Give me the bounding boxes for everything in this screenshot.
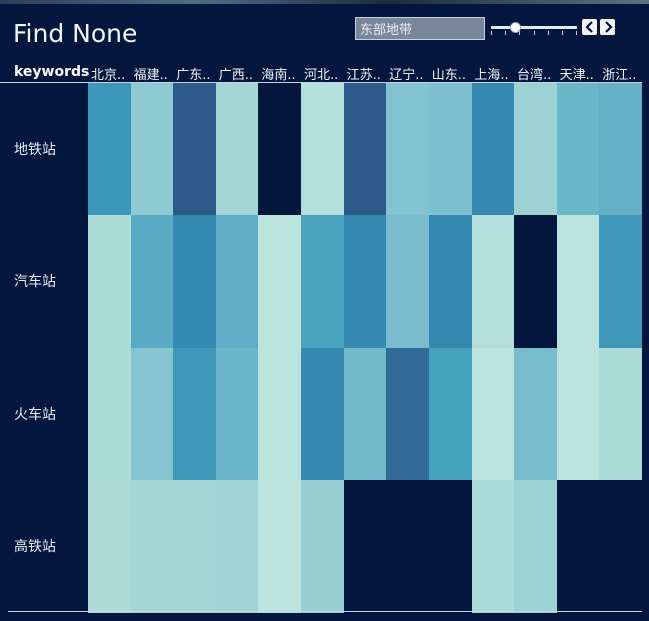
- heatmap-cell[interactable]: [215, 479, 259, 613]
- row-header[interactable]: 汽车站: [14, 274, 56, 291]
- heatmap-cell[interactable]: [301, 215, 345, 348]
- heatmap-cell[interactable]: [471, 347, 515, 481]
- heatmap-cell[interactable]: [599, 347, 643, 481]
- column-header[interactable]: 海南..: [261, 68, 296, 83]
- chevron-left-icon: [584, 21, 593, 33]
- heatmap-cell[interactable]: [386, 347, 430, 481]
- heatmap-cell[interactable]: [343, 215, 387, 348]
- column-header[interactable]: 上海..: [474, 68, 509, 83]
- heatmap-cell[interactable]: [88, 83, 132, 216]
- heatmap-cell[interactable]: [386, 215, 430, 348]
- heatmap-cell[interactable]: [428, 347, 473, 481]
- heatmap-cell[interactable]: [514, 347, 558, 481]
- heatmap-cell[interactable]: [130, 347, 174, 481]
- heatmap-cell[interactable]: [343, 83, 387, 216]
- column-header[interactable]: 江苏..: [346, 68, 381, 83]
- top-image-strip: [0, 0, 649, 4]
- row-header[interactable]: 高铁站: [14, 538, 56, 555]
- heatmap-cell[interactable]: [514, 83, 558, 216]
- heatmap-cell[interactable]: [599, 215, 643, 348]
- heatmap-cell[interactable]: [173, 479, 217, 613]
- heatmap-cell[interactable]: [88, 347, 132, 481]
- heatmap-cell[interactable]: [428, 83, 473, 216]
- row-header[interactable]: 火车站: [14, 406, 56, 423]
- column-header[interactable]: 广东..: [176, 68, 211, 83]
- heatmap-cell[interactable]: [386, 479, 430, 613]
- column-header[interactable]: 河北..: [304, 68, 339, 83]
- heatmap-cell[interactable]: [215, 347, 259, 481]
- heatmap-cell[interactable]: [301, 347, 345, 481]
- slider-thumb[interactable]: [510, 22, 522, 33]
- prev-button[interactable]: [582, 19, 597, 35]
- heatmap-cell[interactable]: [514, 215, 558, 348]
- filter-slider[interactable]: [491, 18, 577, 38]
- column-header[interactable]: 浙江..: [602, 68, 637, 83]
- heatmap-cell[interactable]: [471, 479, 515, 613]
- row-header[interactable]: 地铁站: [14, 142, 56, 159]
- heatmap-cell[interactable]: [130, 479, 174, 613]
- heatmap-cell[interactable]: [215, 215, 259, 348]
- heatmap-cell[interactable]: [258, 83, 302, 216]
- heatmap-cell[interactable]: [556, 215, 600, 348]
- column-header[interactable]: 天津..: [559, 68, 594, 83]
- heatmap-cell[interactable]: [471, 83, 515, 216]
- column-header[interactable]: 福建..: [133, 68, 168, 83]
- heatmap-cell[interactable]: [173, 347, 217, 481]
- column-header[interactable]: 山东..: [431, 68, 467, 83]
- heatmap-cell[interactable]: [258, 479, 302, 613]
- heatmap-cell[interactable]: [428, 479, 473, 613]
- column-header[interactable]: 台湾..: [517, 68, 552, 83]
- heatmap-cell[interactable]: [599, 479, 643, 613]
- heatmap-cell[interactable]: [599, 83, 643, 216]
- slider-ticks: [491, 31, 577, 35]
- heatmap-cell[interactable]: [130, 83, 174, 216]
- heatmap-cell[interactable]: [301, 83, 345, 216]
- heatmap-grid: [88, 83, 643, 613]
- heatmap-cell[interactable]: [258, 215, 302, 348]
- next-button[interactable]: [600, 19, 615, 35]
- heatmap-cell[interactable]: [471, 215, 515, 348]
- heatmap-cell[interactable]: [556, 347, 600, 481]
- keywords-header: keywords: [14, 64, 90, 80]
- heatmap-cell[interactable]: [343, 347, 387, 481]
- chevron-right-icon: [604, 21, 613, 33]
- column-header-row: keywords 北京.. 福建.. 广东.. 广西.. 海南.. 河北.. 江苏.. 辽宁.…: [0, 62, 642, 83]
- heatmap-cell[interactable]: [556, 83, 600, 216]
- bottom-divider: [8, 611, 642, 612]
- column-header[interactable]: 广西..: [218, 68, 254, 83]
- heatmap-cell[interactable]: [556, 479, 600, 613]
- heatmap-cell[interactable]: [173, 215, 217, 348]
- heatmap-cell[interactable]: [173, 83, 217, 216]
- heatmap-cell[interactable]: [88, 479, 132, 613]
- heatmap-cell[interactable]: [215, 83, 259, 216]
- column-header[interactable]: 北京..: [91, 68, 126, 83]
- heatmap-cell[interactable]: [343, 479, 387, 613]
- heatmap-cell[interactable]: [130, 215, 174, 348]
- heatmap-cell[interactable]: [258, 347, 302, 481]
- column-header[interactable]: 辽宁..: [389, 68, 424, 83]
- heatmap-cell[interactable]: [428, 215, 473, 348]
- search-input[interactable]: [355, 17, 485, 40]
- slider-track: [491, 26, 577, 29]
- heatmap-cell[interactable]: [88, 215, 132, 348]
- page-title: Find None: [13, 19, 138, 48]
- heatmap-cell[interactable]: [514, 479, 558, 613]
- heatmap-cell[interactable]: [386, 83, 430, 216]
- heatmap-cell[interactable]: [301, 479, 345, 613]
